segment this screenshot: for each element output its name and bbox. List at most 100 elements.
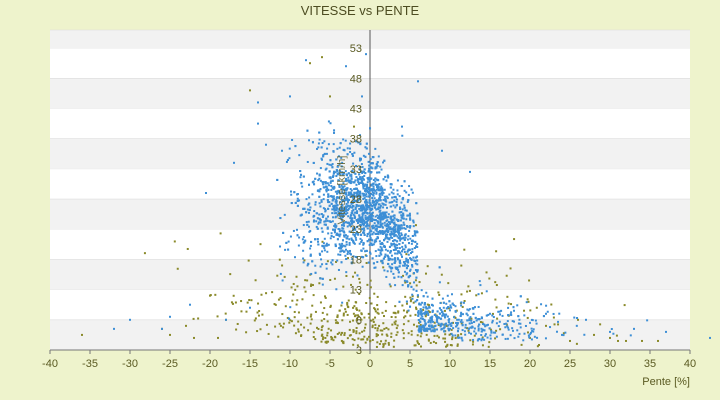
data-point (352, 204, 355, 207)
data-point (376, 308, 379, 311)
data-point (416, 299, 419, 302)
data-point (348, 224, 351, 227)
data-point (359, 219, 362, 222)
data-point (365, 195, 368, 198)
data-point (376, 185, 379, 188)
data-point (368, 178, 371, 181)
data-point (416, 245, 419, 248)
data-point (370, 212, 373, 215)
data-point (311, 181, 314, 184)
data-point (356, 189, 359, 192)
data-point (300, 182, 303, 185)
data-point (349, 205, 352, 208)
data-point (317, 221, 320, 224)
data-point (407, 193, 410, 196)
data-point (423, 329, 426, 332)
data-point (467, 285, 470, 288)
data-point (337, 189, 340, 192)
data-point (304, 279, 307, 282)
data-point (265, 323, 268, 326)
data-point (358, 178, 361, 181)
data-point (332, 216, 335, 219)
data-point (340, 250, 343, 253)
data-point (378, 324, 381, 327)
data-point (363, 232, 366, 235)
data-point (376, 329, 379, 332)
data-point (366, 183, 369, 186)
data-point (306, 316, 309, 319)
data-point (610, 328, 613, 331)
data-point (400, 227, 403, 230)
data-point (368, 218, 371, 221)
data-point (371, 239, 374, 242)
data-point (416, 242, 419, 245)
data-point (356, 199, 359, 202)
data-point (327, 207, 330, 210)
data-point (425, 307, 428, 310)
data-point (356, 210, 359, 213)
data-point (399, 224, 402, 227)
data-point (436, 310, 439, 313)
data-point (209, 294, 211, 297)
data-point (382, 315, 385, 318)
data-point (398, 265, 401, 268)
data-point (341, 200, 344, 203)
data-point (301, 238, 304, 241)
data-point (535, 306, 538, 309)
data-point (316, 227, 319, 230)
x-tick-label: -25 (162, 358, 178, 370)
data-point (353, 339, 356, 342)
data-point (347, 201, 350, 204)
data-point (344, 139, 347, 142)
data-point (332, 187, 335, 190)
data-point (534, 319, 537, 322)
data-point (364, 341, 367, 344)
data-point (346, 147, 349, 150)
data-point (344, 245, 347, 248)
data-point (358, 292, 361, 295)
data-point (401, 245, 404, 248)
data-point (396, 189, 399, 192)
data-point (364, 183, 367, 186)
data-point (402, 214, 405, 217)
data-point (205, 192, 207, 195)
data-point (544, 337, 547, 340)
data-point (363, 335, 366, 338)
data-point (335, 209, 338, 212)
data-point (393, 235, 396, 238)
data-point (617, 339, 619, 342)
data-point (296, 299, 299, 302)
data-point (189, 303, 191, 306)
data-point (323, 207, 326, 210)
data-point (355, 187, 358, 190)
data-point (382, 343, 385, 346)
data-point (557, 320, 560, 323)
data-point (391, 323, 394, 326)
data-point (366, 232, 369, 235)
data-point (292, 293, 295, 296)
data-point (321, 311, 324, 314)
data-point (526, 331, 529, 334)
data-point (418, 325, 421, 328)
data-point (490, 331, 493, 334)
data-point (388, 245, 391, 248)
data-point (324, 220, 327, 223)
data-point (441, 149, 443, 152)
data-point (485, 324, 488, 327)
data-point (349, 191, 352, 194)
data-point (376, 237, 379, 240)
data-point (350, 180, 353, 183)
data-point (364, 216, 367, 219)
data-point (432, 326, 435, 329)
data-point (347, 207, 350, 210)
data-point (277, 298, 280, 301)
data-point (454, 334, 457, 337)
data-point (368, 316, 371, 319)
data-point (385, 229, 388, 232)
data-point (405, 253, 408, 256)
data-point (419, 308, 422, 311)
data-point (299, 214, 302, 217)
data-point (326, 182, 329, 185)
data-point (356, 317, 359, 320)
data-point (356, 226, 359, 229)
